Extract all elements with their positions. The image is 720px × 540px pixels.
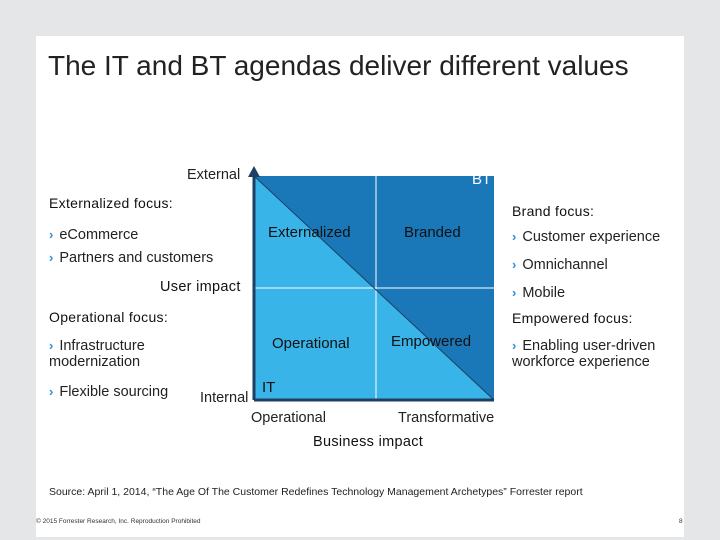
y-axis-arrow-icon	[248, 166, 260, 177]
x-right-label: Transformative	[398, 410, 495, 426]
it-label: IT	[262, 379, 276, 396]
quadrant-operational: Operational	[272, 335, 350, 352]
quadrant-externalized: Externalized	[268, 224, 351, 241]
list-item: › Enabling user-driven workforce experien…	[512, 338, 656, 370]
page-number: 8	[679, 518, 683, 525]
x-left-label: Operational	[251, 410, 326, 426]
x-axis-title: Business impact	[313, 434, 424, 450]
copyright: © 2015 Forrester Research, Inc. Reproduc…	[36, 518, 201, 525]
slide-title: The IT and BT agendas deliver different …	[48, 50, 629, 81]
list-item: › Customer experience	[512, 229, 661, 245]
quadrant-branded: Branded	[404, 224, 461, 241]
chevron-right-icon: ›	[49, 384, 54, 399]
operational-heading: Operational focus:	[49, 309, 169, 325]
chevron-right-icon: ›	[512, 285, 517, 300]
list-item: › eCommerce	[49, 227, 139, 243]
chevron-right-icon: ›	[49, 227, 54, 242]
chevron-right-icon: ›	[512, 229, 517, 244]
chevron-right-icon: ›	[512, 338, 517, 353]
chevron-right-icon: ›	[49, 250, 54, 265]
empowered-heading: Empowered focus:	[512, 310, 633, 326]
externalized-heading: Externalized focus:	[49, 195, 173, 211]
list-item: › Flexible sourcing	[49, 384, 169, 400]
y-axis-title: User impact	[160, 279, 241, 295]
y-top-label: External	[187, 167, 241, 183]
diagonal-line	[253, 175, 495, 401]
list-item: › Mobile	[512, 285, 566, 301]
chevron-right-icon: ›	[49, 338, 54, 353]
quadrant-empowered: Empowered	[391, 333, 472, 350]
y-bottom-label: Internal	[200, 390, 249, 406]
list-item: › Infrastructure modernization	[49, 338, 145, 370]
list-item: › Omnichannel	[512, 257, 608, 273]
bt-label: BT	[472, 171, 492, 188]
list-item: › Partners and customers	[49, 250, 214, 266]
source-note: Source: April 1, 2014, “The Age Of The C…	[49, 486, 583, 498]
brand-heading: Brand focus:	[512, 203, 595, 219]
chevron-right-icon: ›	[512, 257, 517, 272]
